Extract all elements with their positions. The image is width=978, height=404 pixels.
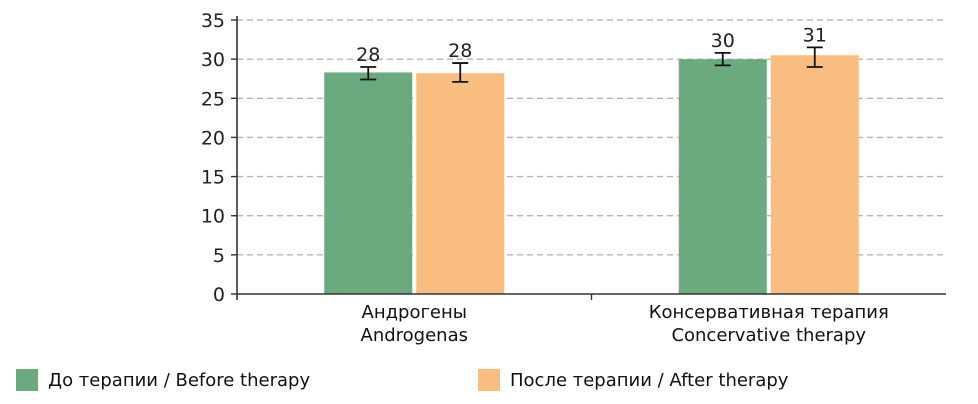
y-tick-label: 15 [201, 167, 225, 189]
legend-swatch-after [478, 369, 500, 391]
category-label: Андрогены [362, 302, 467, 323]
legend-label-after: После терапии / After therapy [510, 369, 789, 391]
category-label: Консервативная терапия [649, 302, 889, 323]
bar [324, 72, 413, 294]
bar [678, 59, 767, 295]
data-labels: 28 28 30 31 [356, 24, 827, 66]
data-label: 30 [711, 30, 735, 52]
category-label: Concervative therapy [671, 325, 866, 346]
legend-label-before: До терапии / Before therapy [48, 369, 311, 391]
axes [231, 16, 946, 300]
y-tick-label: 35 [201, 10, 225, 32]
bar [416, 73, 505, 294]
legend-swatch-before [16, 369, 38, 391]
data-label: 28 [448, 40, 472, 62]
bars [324, 55, 859, 295]
y-tick-label: 30 [201, 49, 225, 71]
y-tick-label: 20 [201, 127, 225, 149]
y-tick-label: 0 [213, 284, 225, 306]
legend-item-after: После терапии / After therapy [478, 369, 788, 391]
error-bars [360, 46, 823, 83]
y-axis-ticks: 0 5 10 15 20 25 30 35 [201, 10, 225, 306]
bar [770, 55, 859, 294]
y-tick-label: 25 [201, 88, 225, 110]
data-label: 28 [356, 44, 380, 66]
y-tick-label: 10 [201, 206, 225, 228]
data-label: 31 [803, 24, 827, 46]
legend-item-before: До терапии / Before therapy [16, 369, 310, 391]
y-tick-label: 5 [213, 245, 225, 267]
category-label: Androgenas [361, 325, 468, 346]
